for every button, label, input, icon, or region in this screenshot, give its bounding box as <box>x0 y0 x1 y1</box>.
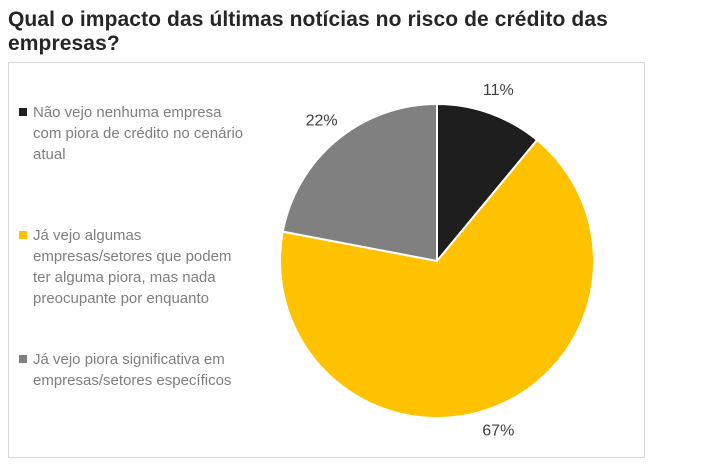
pie-slice-0[interactable] <box>436 103 539 262</box>
legend-swatch-yellow-icon <box>19 231 27 239</box>
pie-slice-1[interactable] <box>279 139 595 419</box>
pie-value-label: 67% <box>482 423 514 440</box>
pie-slice-2[interactable] <box>281 103 438 262</box>
chart-title: Qual o impacto das últimas notícias no r… <box>8 8 608 55</box>
pie-legend: Não vejo nenhuma empresa com piora de cr… <box>19 63 259 457</box>
legend-item-no-worsening[interactable]: Não vejo nenhuma empresa com piora de cr… <box>19 102 251 165</box>
legend-label: Não vejo nenhuma empresa com piora de cr… <box>33 104 244 163</box>
legend-swatch-black-icon <box>19 108 27 116</box>
pie-value-label: 22% <box>306 113 338 130</box>
legend-label: Já vejo piora significativa em empresas/… <box>33 351 232 389</box>
legend-item-significant-worsening[interactable]: Já vejo piora significativa em empresas/… <box>19 349 251 391</box>
pie-value-label: 11% <box>483 82 514 99</box>
pie-chart: 11% 67% 22% <box>279 82 595 440</box>
chart-container: Não vejo nenhuma empresa com piora de cr… <box>8 62 645 458</box>
legend-item-some-worsening[interactable]: Já vejo algumas empresas/setores que pod… <box>19 225 251 309</box>
legend-label: Já vejo algumas empresas/setores que pod… <box>33 227 232 307</box>
legend-swatch-gray-icon <box>19 355 27 363</box>
